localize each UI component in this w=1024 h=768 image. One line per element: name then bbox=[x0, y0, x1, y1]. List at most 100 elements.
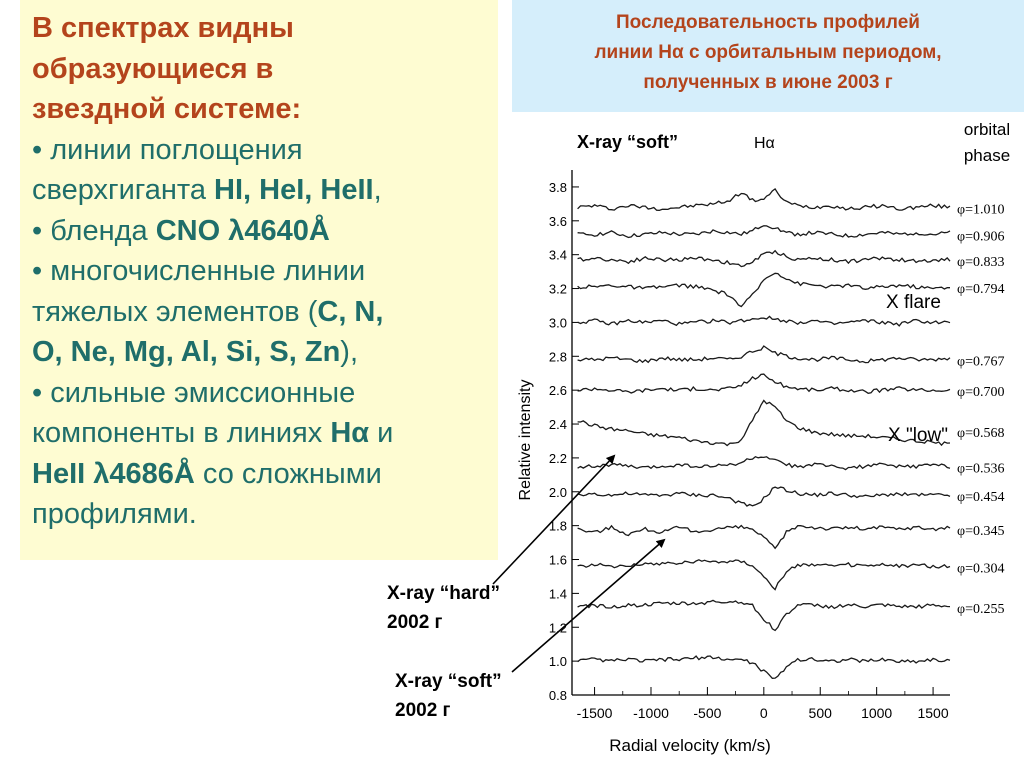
y-tick-label: 1.4 bbox=[549, 586, 567, 601]
phase-label: φ=0.906 bbox=[957, 229, 1004, 244]
phase-label: φ=0.536 bbox=[957, 461, 1004, 476]
y-tick-label: 1.8 bbox=[549, 519, 567, 534]
phase-label: φ=0.700 bbox=[957, 385, 1004, 400]
tick-marks bbox=[572, 186, 934, 696]
phase-labels: φ=1.010 φ=0.906 φ=0.833 φ=0.794 φ=0.767 φ=0.7… bbox=[957, 202, 1004, 617]
xray-soft-2002-label: X-ray “soft” bbox=[395, 671, 502, 692]
orbital-phase-label: orbital bbox=[964, 120, 1010, 139]
bullet-emission-components: • сильные эмиссионные компоненты в линия… bbox=[32, 373, 492, 535]
bullet-bold: Hα bbox=[330, 417, 370, 449]
y-tick-label: 3.8 bbox=[549, 180, 567, 195]
heading-line: В спектрах видны bbox=[32, 12, 294, 44]
bullet-bold: O, Ne, Mg, Al, Si, S, Zn bbox=[32, 336, 341, 368]
title-line: полученных в июне 2003 г bbox=[643, 72, 893, 93]
spectrum-line bbox=[577, 524, 951, 550]
spectrum-line bbox=[577, 272, 950, 308]
y-tick-label: 2.0 bbox=[549, 485, 567, 500]
bullet-text: сверхгиганта bbox=[32, 174, 215, 206]
y-tick-label: 2.6 bbox=[549, 383, 567, 398]
phase-label: φ=0.833 bbox=[957, 255, 1004, 270]
bullet-text: , bbox=[373, 174, 382, 206]
spectrum-line bbox=[577, 345, 951, 364]
x-flare-label: X flare bbox=[886, 292, 941, 313]
spectrum-line bbox=[577, 249, 951, 268]
y-tick-label: 3.0 bbox=[549, 315, 567, 330]
bullet-line: сверхгиганта HI, HeI, HeII, bbox=[32, 170, 492, 211]
spectrum-line bbox=[577, 599, 951, 632]
title-line: Последовательность профилей bbox=[616, 12, 920, 33]
y-tick-label: 1.6 bbox=[549, 553, 567, 568]
spectrum-line bbox=[577, 399, 951, 447]
bullet-line: • многочисленные линии bbox=[32, 255, 366, 287]
x-tick-label: -1000 bbox=[633, 705, 669, 721]
y-tick-label: 2.2 bbox=[549, 451, 567, 466]
y-tick-labels: 0.8 1.0 1.2 1.4 1.6 1.8 2.0 2.2 2.4 2.6 2.8 3.0 3.2 3… bbox=[549, 180, 567, 703]
bullet-absorption-lines: • линии поглощения сверхгиганта HI, HeI,… bbox=[32, 130, 492, 211]
xray-soft-arrow bbox=[511, 538, 666, 673]
phase-label: φ=0.794 bbox=[957, 282, 1004, 297]
y-axis-label: Relative intensity bbox=[517, 380, 534, 501]
x-axis-label: Radial velocity (km/s) bbox=[609, 736, 771, 755]
bullet-bold: C, N, bbox=[317, 295, 384, 328]
y-tick-label: 1.2 bbox=[549, 620, 567, 635]
phase-label: φ=0.345 bbox=[957, 524, 1004, 539]
bullet-line: O, Ne, Mg, Al, Si, S, Zn), bbox=[32, 332, 492, 373]
phase-label: φ=0.454 bbox=[957, 490, 1004, 505]
y-tick-label: 3.2 bbox=[549, 282, 567, 297]
x-tick-label: -500 bbox=[693, 705, 721, 721]
bullet-text: • бленда bbox=[32, 214, 156, 247]
bullet-line: HeII λ4686Å со сложными bbox=[32, 454, 492, 495]
spectrum-line bbox=[577, 373, 951, 394]
bullet-text: тяжелых элементов ( bbox=[32, 295, 318, 328]
bullet-line: • линии поглощения bbox=[32, 133, 303, 166]
spectra-lines bbox=[577, 187, 951, 679]
bullet-bold: HI, HeI, HeII bbox=[214, 174, 374, 206]
left-text-panel: В спектрах видны образующиеся в звездной… bbox=[20, 0, 498, 560]
heading-line: звездной системе: bbox=[32, 93, 302, 125]
bullet-text: со сложными bbox=[194, 457, 382, 490]
spectrum-line bbox=[577, 455, 951, 471]
bullet-cno-blend: • бленда CNO λ4640Å bbox=[32, 211, 492, 252]
x-tick-label: 1500 bbox=[917, 705, 948, 721]
bullet-line: компоненты в линиях Hα и bbox=[32, 413, 492, 454]
x-tick-label: -1500 bbox=[577, 705, 613, 721]
bullet-bold: CNO λ4640Å bbox=[155, 214, 330, 247]
phase-label: φ=1.010 bbox=[957, 202, 1004, 217]
phase-label: φ=0.767 bbox=[957, 355, 1004, 370]
spectrum-line bbox=[577, 655, 951, 679]
xray-hard-2002-label: 2002 г bbox=[387, 612, 443, 633]
bullet-line: • бленда CNO λ4640Å bbox=[32, 211, 492, 252]
x-tick-label: 0 bbox=[760, 705, 768, 721]
x-tick-labels: -1500 -1000 -500 0 500 1000 1500 bbox=[577, 705, 949, 721]
phase-label: φ=0.255 bbox=[957, 602, 1004, 617]
y-tick-label: 3.4 bbox=[549, 248, 567, 263]
spectrum-line bbox=[577, 225, 951, 239]
xray-soft-2002-label: 2002 г bbox=[395, 700, 451, 721]
y-tick-label: 2.4 bbox=[549, 417, 567, 432]
x-low-label: X "low" bbox=[888, 425, 948, 446]
x-tick-label: 500 bbox=[809, 705, 833, 721]
bullet-text: и bbox=[369, 417, 394, 449]
bullet-heavy-elements: • многочисленные линии тяжелых элементов… bbox=[32, 251, 492, 373]
bullet-line: тяжелых элементов (C, N, bbox=[32, 292, 492, 333]
spectrum-line bbox=[577, 559, 951, 591]
title-line: линии Hα с орбитальным периодом, bbox=[594, 42, 942, 63]
y-tick-label: 3.6 bbox=[549, 214, 567, 229]
heading-line: образующиеся в bbox=[32, 52, 274, 85]
xray-soft-top-label: X-ray “soft” bbox=[577, 132, 678, 152]
x-tick-label: 1000 bbox=[861, 705, 892, 721]
spectrum-line bbox=[577, 486, 951, 507]
plot-frame bbox=[571, 170, 950, 696]
spectrum-line bbox=[577, 315, 951, 327]
xray-hard-arrow bbox=[492, 454, 616, 585]
bullet-line: • сильные эмиссионные bbox=[32, 376, 356, 409]
halpha-label: Hα bbox=[754, 135, 775, 152]
phase-label: φ=0.304 bbox=[957, 561, 1004, 576]
xray-hard-2002-label: X-ray “hard” bbox=[387, 583, 500, 604]
panel-heading: В спектрах видны образующиеся в звездной… bbox=[32, 8, 492, 130]
y-tick-label: 0.8 bbox=[549, 688, 567, 703]
spectrum-line bbox=[577, 187, 951, 212]
y-tick-label: 2.8 bbox=[549, 349, 567, 364]
y-tick-label: 1.0 bbox=[549, 654, 567, 669]
